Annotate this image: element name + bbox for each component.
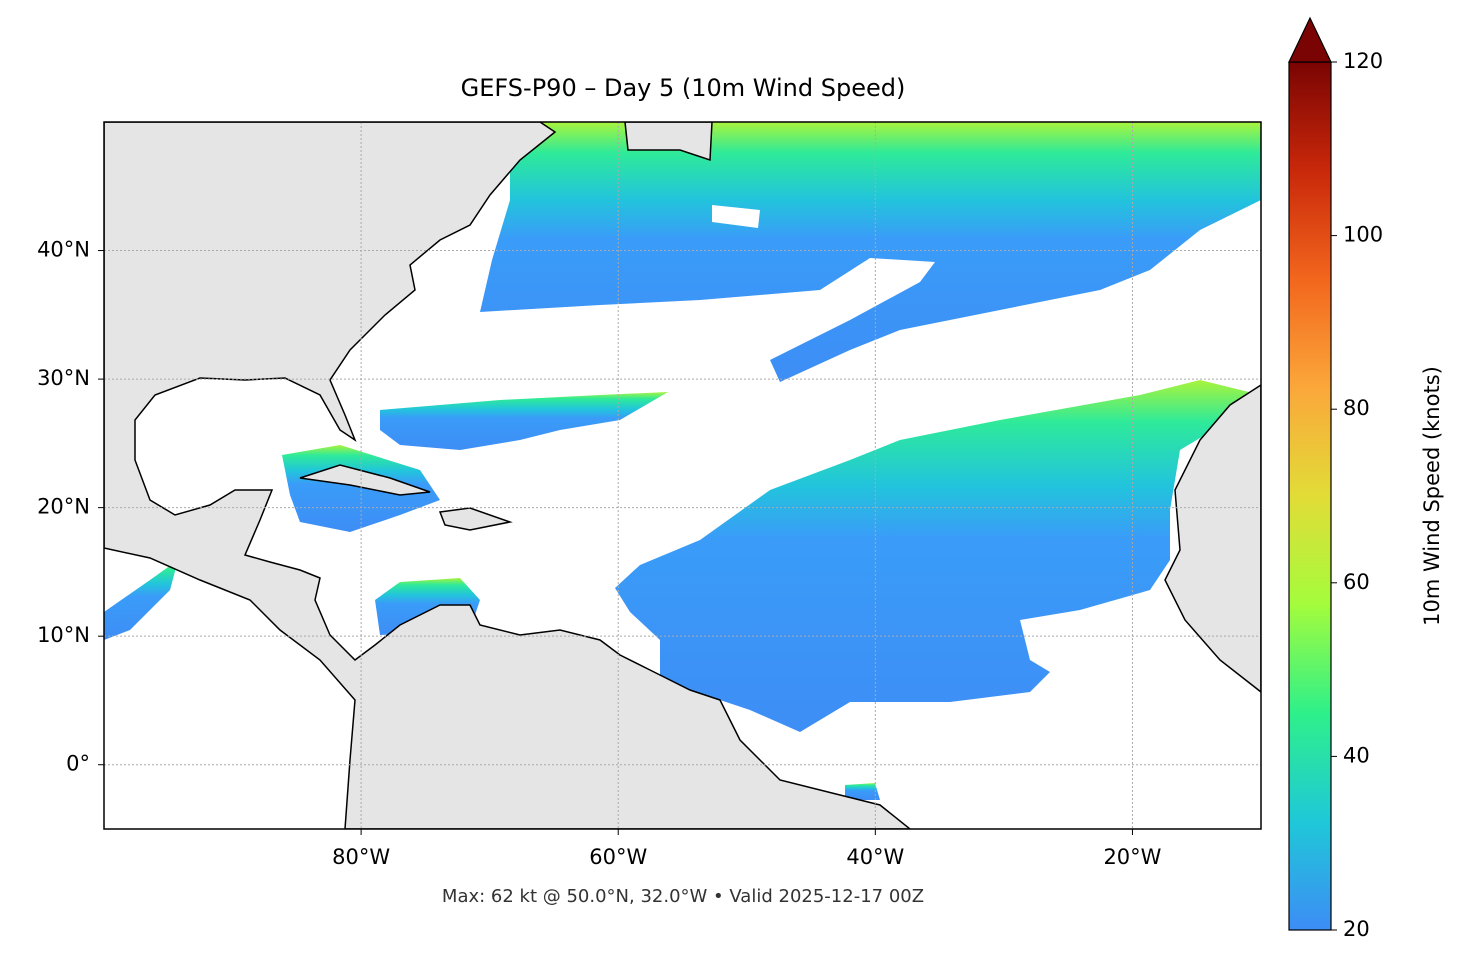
wind-area [380, 392, 668, 450]
calm-area [712, 205, 760, 228]
colorbar-label: 10m Wind Speed (knots) [1420, 366, 1444, 626]
colorbar-tick-label: 40 [1343, 743, 1370, 767]
colorbar [1288, 61, 1332, 931]
colorbar-tick-label: 20 [1343, 917, 1370, 941]
land [299, 464, 431, 496]
colorbar-tick-label: 120 [1343, 49, 1383, 73]
x-tick-label: 80°W [332, 845, 390, 869]
land [1164, 384, 1261, 693]
x-tick-label: 40°W [846, 845, 904, 869]
y-tick-label: 20°N [37, 495, 90, 519]
colorbar-extend [1288, 16, 1332, 63]
wind-area [615, 380, 1261, 732]
wind-field [104, 122, 1261, 800]
wind-area [104, 560, 178, 640]
land [438, 507, 513, 531]
x-tick-label: 60°W [589, 845, 647, 869]
y-tick-label: 0° [66, 752, 90, 776]
land [624, 122, 713, 162]
map [104, 122, 1261, 829]
map-frame [103, 121, 1262, 830]
colorbar-tick-label: 60 [1343, 570, 1370, 594]
y-tick-label: 40°N [37, 238, 90, 262]
y-tick-label: 10°N [37, 623, 90, 647]
x-tick-label: 20°W [1103, 845, 1161, 869]
wind-area [480, 122, 1261, 382]
colorbar-tick-label: 80 [1343, 396, 1370, 420]
wind-area [845, 783, 880, 800]
subtitle: Max: 62 kt @ 50.0°N, 32.0°W • Valid 2025… [442, 886, 924, 907]
colorbar-tick-label: 100 [1343, 223, 1383, 247]
y-tick-label: 30°N [37, 366, 90, 390]
land [104, 122, 912, 829]
title: GEFS-P90 – Day 5 (10m Wind Speed) [461, 74, 906, 102]
wind-area [282, 445, 440, 532]
